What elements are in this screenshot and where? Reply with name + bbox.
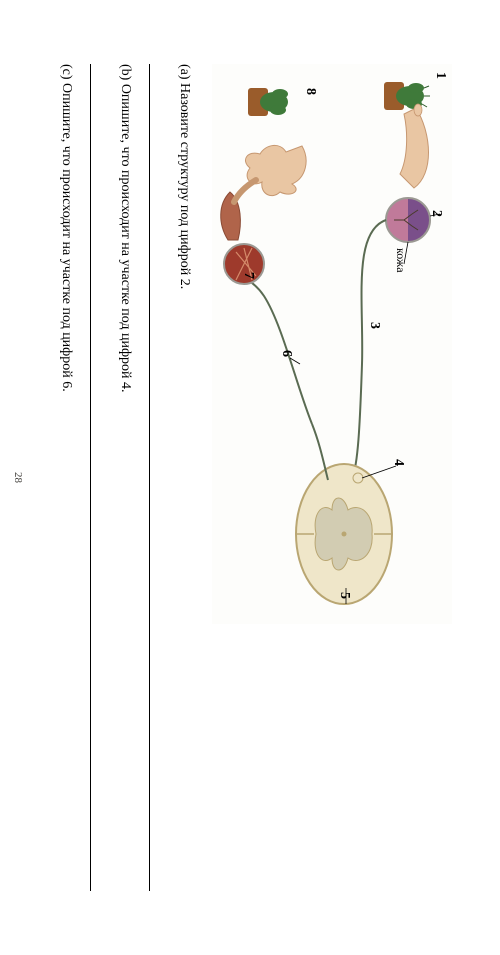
question-b: (b) Опишите, что происходит на участке п…	[117, 64, 133, 891]
answer-line-b	[90, 64, 111, 891]
cactus-bottom	[248, 88, 288, 116]
label-3: 3	[366, 322, 382, 329]
label-7: 7	[240, 272, 256, 279]
reflex-arc-figure: 1 2 3 4 5 6 7 8 кожа	[212, 64, 452, 624]
question-a: (a) Назовите структуру под цифрой 2.	[176, 64, 192, 891]
answer-line-a	[149, 64, 170, 891]
label-8: 8	[302, 88, 318, 95]
label-5: 5	[336, 592, 352, 599]
label-6: 6	[278, 350, 294, 357]
label-skin: кожа	[393, 248, 408, 273]
question-c: (c) Опишите, что происходит на участке п…	[58, 64, 74, 891]
label-4: 4	[390, 459, 406, 466]
label-1: 1	[432, 72, 448, 79]
page-number: 28	[12, 472, 24, 483]
label-2: 2	[428, 210, 444, 217]
